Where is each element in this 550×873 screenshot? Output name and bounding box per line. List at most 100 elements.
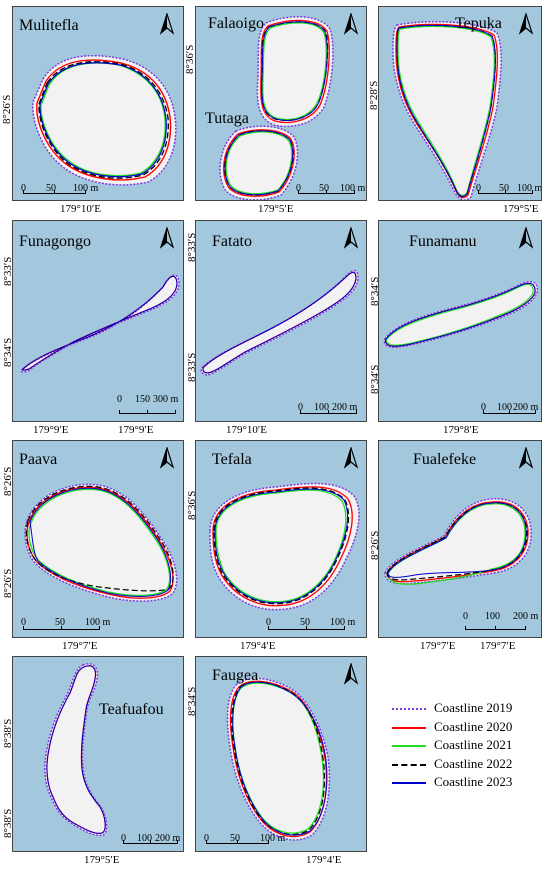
scale-bar bbox=[202, 835, 282, 847]
scale-label: 0 bbox=[117, 394, 122, 405]
latitude-label: 8°26′S bbox=[2, 568, 14, 598]
north-arrow-icon bbox=[344, 13, 358, 35]
latitude-label: 8°26′S bbox=[2, 466, 14, 496]
mulitefla-coastlines bbox=[32, 54, 177, 186]
north-arrow-icon bbox=[160, 227, 174, 249]
longitude-label: 179°10′E bbox=[226, 424, 268, 436]
map-frame-paava: Paava 0 50 100 m bbox=[12, 440, 184, 638]
longitude-label: 179°5′E bbox=[503, 203, 539, 215]
scale-label: 50 bbox=[55, 617, 65, 628]
scale-label: 200 m bbox=[332, 402, 358, 413]
funamanu-coastlines bbox=[383, 280, 539, 348]
longitude-label: 179°7′E bbox=[62, 640, 98, 652]
north-arrow-icon bbox=[344, 227, 358, 249]
north-arrow-icon bbox=[160, 447, 174, 469]
legend-label: Coastline 2020 bbox=[434, 718, 513, 734]
fualefeke-coastlines bbox=[384, 498, 532, 585]
legend-swatch bbox=[392, 782, 426, 784]
scale-label: 0 bbox=[21, 183, 26, 194]
island-name: Funagongo bbox=[19, 233, 91, 250]
latitude-label: 8°34′S bbox=[186, 686, 198, 716]
scale-label: 0 bbox=[204, 833, 209, 844]
legend-item: Coastline 2023 bbox=[392, 774, 542, 793]
tefala-coastlines bbox=[209, 482, 360, 611]
latitude-label: 8°28′S bbox=[368, 80, 380, 110]
island-name: Falaoigo bbox=[208, 15, 264, 32]
latitude-label: 8°33′S bbox=[186, 352, 198, 382]
tepuka-coastlines bbox=[392, 20, 502, 200]
scale-label: 0 bbox=[298, 402, 303, 413]
scale-bar bbox=[296, 405, 362, 417]
legend-item: Coastline 2020 bbox=[392, 719, 542, 738]
north-arrow-icon bbox=[519, 447, 533, 469]
scale-label: 100 m bbox=[73, 183, 99, 194]
latitude-label: 8°33′S bbox=[2, 256, 14, 286]
scale-label: 0 bbox=[463, 611, 468, 622]
scale-label: 200 m bbox=[155, 833, 181, 844]
island-name: Faugea bbox=[212, 667, 259, 684]
island-name: Paava bbox=[19, 451, 58, 468]
longitude-label: 179°9′E bbox=[118, 424, 154, 436]
scale-bar bbox=[479, 405, 539, 417]
island-name: Funamanu bbox=[409, 233, 477, 250]
latitude-label: 8°26′S bbox=[1, 94, 13, 124]
scale-label: 0 bbox=[296, 183, 301, 194]
scale-bar bbox=[474, 185, 540, 197]
latitude-label: 8°36′S bbox=[184, 44, 196, 74]
fatato-coastlines bbox=[200, 270, 359, 376]
map-frame-funamanu: Funamanu 0 100 200 m bbox=[378, 220, 542, 422]
scale-bar bbox=[19, 185, 99, 197]
map-frame-faugea: Faugea 0 50 100 m bbox=[195, 656, 367, 852]
scale-label: 100 bbox=[497, 402, 512, 413]
scale-label: 200 m bbox=[513, 402, 539, 413]
island-name: Teafuafou bbox=[99, 701, 164, 718]
island-name-secondary: Tutaga bbox=[205, 110, 249, 127]
map-frame-mulitefla: Mulitefla 0 50 100 m bbox=[12, 6, 184, 201]
legend-label: Coastline 2021 bbox=[434, 737, 513, 752]
scale-label: 200 m bbox=[513, 611, 539, 622]
legend-item: Coastline 2019 bbox=[392, 700, 542, 719]
longitude-label: 179°7′E bbox=[420, 640, 456, 652]
north-arrow-icon bbox=[344, 663, 358, 685]
longitude-label: 179°4′E bbox=[240, 640, 276, 652]
scale-bar bbox=[119, 835, 183, 847]
longitude-label: 179°4′E bbox=[306, 854, 342, 866]
scale-label: 100 m bbox=[260, 833, 286, 844]
scale-label: 100 m bbox=[330, 617, 356, 628]
scale-bar bbox=[461, 621, 537, 633]
scale-label: 0 bbox=[481, 402, 486, 413]
legend-label: Coastline 2019 bbox=[434, 700, 513, 715]
latitude-label: 8°34′S bbox=[2, 337, 14, 367]
scale-label: 100 m bbox=[85, 617, 111, 628]
scale-label: 100 m bbox=[340, 183, 366, 194]
scale-label: 0 bbox=[476, 183, 481, 194]
longitude-label: 179°5′E bbox=[258, 203, 294, 215]
island-name: Tefala bbox=[212, 451, 252, 468]
scale-label: 0 bbox=[121, 833, 126, 844]
latitude-label: 8°38′S bbox=[2, 718, 14, 748]
north-arrow-icon bbox=[344, 447, 358, 469]
island-name: Mulitefla bbox=[19, 17, 79, 34]
longitude-label: 179°8′E bbox=[443, 424, 479, 436]
scale-label: 300 m bbox=[153, 394, 179, 405]
legend: Coastline 2019 Coastline 2020 Coastline … bbox=[392, 700, 542, 793]
latitude-label: 8°34′S bbox=[369, 276, 381, 306]
longitude-label: 179°5′E bbox=[84, 854, 120, 866]
map-frame-tepuka: Tepuka 0 50 100 m bbox=[378, 6, 542, 201]
map-frame-teafuafou: Teafuafou 0 100 200 m bbox=[12, 656, 184, 852]
scale-label: 100 bbox=[137, 833, 152, 844]
latitude-label: 8°26′S bbox=[369, 530, 381, 560]
latitude-label: 8°34′S bbox=[369, 364, 381, 394]
legend-label: Coastline 2023 bbox=[434, 774, 513, 789]
scale-label: 0 bbox=[21, 617, 26, 628]
legend-item: Coastline 2021 bbox=[392, 737, 542, 756]
scale-bar bbox=[294, 185, 364, 197]
longitude-label: 179°7′E bbox=[480, 640, 516, 652]
legend-label: Coastline 2022 bbox=[434, 755, 513, 771]
island-name: Fatato bbox=[212, 233, 252, 250]
island-name: Tepuka bbox=[455, 15, 502, 32]
map-frame-funagongo: Funagongo 0 150 300 m bbox=[12, 220, 184, 422]
scale-bar bbox=[19, 621, 107, 633]
map-frame-falaoigo: Falaoigo Tutaga 0 50 100 m bbox=[195, 6, 367, 201]
scale-label: 50 bbox=[46, 183, 56, 194]
